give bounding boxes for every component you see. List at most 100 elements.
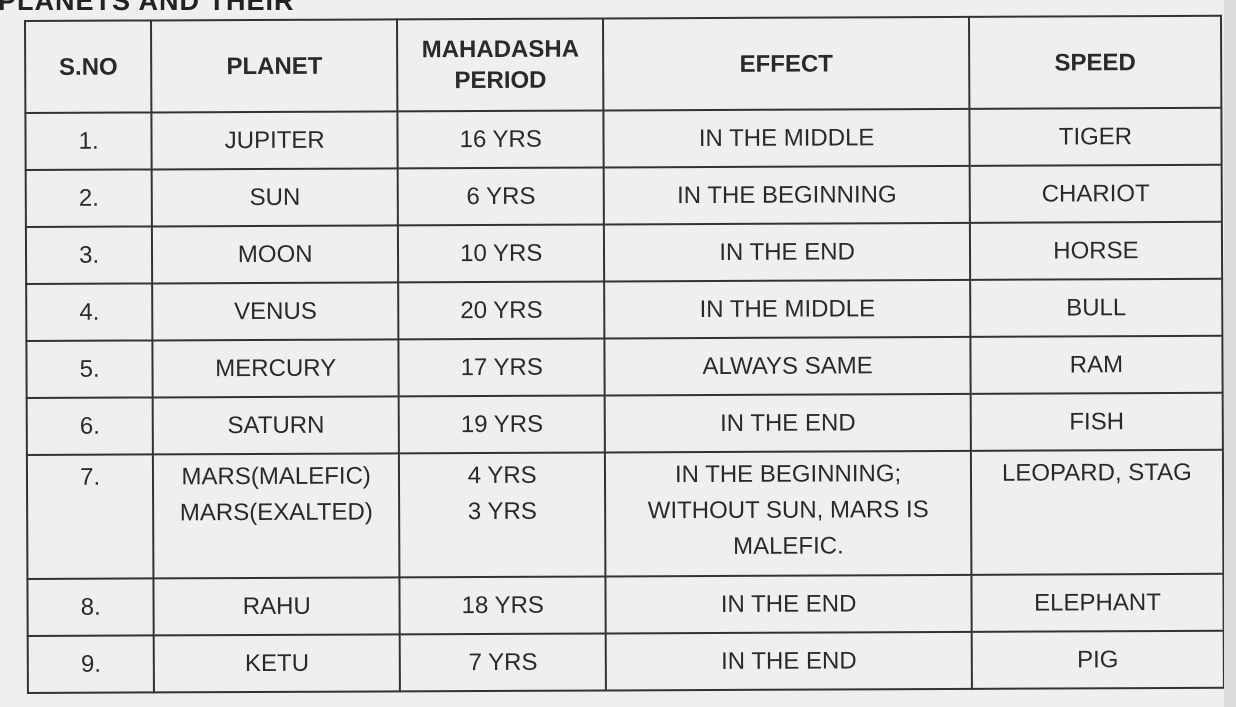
cell-period-text: 4 YRS [467, 461, 537, 490]
cell-speed-text: RAM [1069, 350, 1124, 378]
cell-planet-text: SATURN [227, 411, 325, 439]
cell-period-text: 10 YRS [460, 239, 543, 267]
cell-period: 7 YRS [399, 633, 607, 692]
cell-planet-text: KETU [244, 649, 310, 677]
table-row: 5. MERCURY 17 YRS ALWAYS SAME RAM [26, 335, 1223, 398]
cell-planet-text: SUN [249, 183, 301, 211]
cell-effect-text: IN THE MIDDLE [699, 294, 876, 323]
cell-effect: IN THE MIDDLE [604, 279, 971, 339]
cell-effect-text: IN THE BEGINNING; [674, 460, 902, 489]
cell-effect: IN THE BEGINNING [603, 165, 970, 225]
section-heading: PLANETS AND THEIR [0, 0, 295, 16]
cell-sno: 2. [25, 169, 153, 227]
cell-effect: IN THE MIDDLE [603, 108, 970, 168]
cell-period-text: 18 YRS [461, 591, 544, 619]
cell-speed: CHARIOT [969, 164, 1222, 223]
table-row: 7. MARS(MALEFIC) MARS(EXALTED) 4 YRS 3 YRS IN… [26, 449, 1224, 579]
cell-period: 19 YRS [398, 395, 606, 454]
cell-planet: MARS(MALEFIC) MARS(EXALTED) [153, 453, 400, 579]
header-sno: S.NO [25, 20, 152, 113]
cell-period: 4 YRS 3 YRS [399, 452, 606, 578]
cell-sno: 6. [26, 397, 154, 455]
table-row: 4. VENUS 20 YRS IN THE MIDDLE BULL [26, 278, 1223, 341]
cell-planet-text: RAHU [242, 592, 311, 620]
cell-planet: RAHU [153, 577, 400, 636]
cell-effect-text: MALEFIC. [732, 532, 844, 560]
cell-speed-text: ELEPHANT [1034, 588, 1161, 617]
cell-planet-text: VENUS [234, 297, 317, 325]
header-row: S.NO PLANET MAHADASHA PERIOD EFFECT SPEE… [25, 15, 1222, 113]
cell-effect-text: IN THE BEGINNING [676, 180, 897, 209]
cell-planet-text: JUPITER [224, 126, 325, 154]
cell-planet-text: MARS(EXALTED) [179, 498, 373, 527]
table-row: 6. SATURN 19 YRS IN THE END FISH [26, 392, 1223, 455]
cell-sno-text: 1. [78, 127, 99, 155]
cell-sno: 7. [26, 454, 154, 579]
table-row: 8. RAHU 18 YRS IN THE END ELEPHANT [27, 573, 1224, 636]
page-edge [1224, 0, 1236, 707]
header-planet: PLANET [151, 19, 398, 113]
cell-speed-text: HORSE [1053, 236, 1139, 265]
cell-effect-text: WITHOUT SUN, MARS IS [647, 496, 929, 525]
cell-speed: TIGER [969, 107, 1222, 166]
table-row: 3. MOON 10 YRS IN THE END HORSE [25, 221, 1223, 284]
cell-effect-text: IN THE MIDDLE [698, 123, 875, 152]
cell-planet: MERCURY [152, 339, 399, 398]
cell-sno-text: 6. [79, 412, 100, 440]
planets-table: S.NO PLANET MAHADASHA PERIOD EFFECT SPEE… [24, 15, 1225, 694]
cell-effect: IN THE END [605, 631, 972, 691]
cell-speed: LEOPARD, STAG [970, 449, 1224, 575]
cell-period-text: 19 YRS [460, 410, 544, 438]
header-period: MAHADASHA PERIOD [397, 18, 604, 112]
cell-period: 17 YRS [398, 338, 605, 397]
cell-effect: IN THE END [604, 222, 971, 282]
cell-effect-text: IN THE END [719, 408, 856, 437]
cell-period: 16 YRS [397, 110, 604, 169]
cell-sno-text: 9. [80, 650, 102, 678]
cell-planet-text: MOON [237, 240, 313, 268]
cell-period-text: 3 YRS [467, 497, 537, 526]
cell-planet: SUN [151, 168, 399, 227]
cell-period-text: 7 YRS [468, 648, 538, 676]
cell-planet: SATURN [152, 396, 400, 455]
cell-effect-text: IN THE END [720, 589, 857, 618]
cell-sno-text: 4. [79, 298, 100, 326]
cell-period-text: 20 YRS [460, 296, 543, 324]
cell-sno: 1. [25, 112, 152, 170]
cell-period-text: 16 YRS [459, 125, 542, 153]
cell-sno: 4. [26, 283, 153, 341]
header-speed: SPEED [968, 15, 1222, 109]
cell-speed: PIG [971, 630, 1224, 689]
cell-speed-text: PIG [1076, 645, 1119, 673]
cell-effect-text: IN THE END [719, 237, 855, 266]
cell-sno: 5. [26, 340, 153, 398]
cell-speed-text: LEOPARD, STAG [1001, 458, 1192, 487]
cell-sno: 3. [25, 226, 153, 284]
cell-speed-text: TIGER [1058, 122, 1133, 150]
cell-sno-text: 8. [80, 593, 101, 621]
cell-effect: IN THE END [605, 574, 972, 634]
cell-sno-text: 5. [79, 355, 100, 383]
cell-sno: 8. [27, 578, 154, 636]
cell-speed-text: BULL [1066, 293, 1127, 321]
cell-speed-text: FISH [1069, 407, 1125, 435]
cell-planet: VENUS [152, 282, 399, 341]
cell-speed: BULL [970, 278, 1223, 337]
cell-sno-text: 7. [80, 463, 101, 491]
cell-planet-text: MERCURY [215, 354, 337, 382]
table-row: 2. SUN 6 YRS IN THE BEGINNING CHARIOT [25, 164, 1222, 227]
cell-effect: IN THE END [604, 393, 971, 453]
cell-speed-text: CHARIOT [1041, 179, 1150, 208]
cell-planet: JUPITER [151, 111, 398, 170]
cell-speed: FISH [970, 392, 1223, 451]
cell-planet: KETU [153, 634, 401, 693]
cell-effect-text: ALWAYS SAME [702, 351, 873, 380]
cell-period: 20 YRS [398, 281, 605, 340]
header-effect: EFFECT [603, 16, 970, 111]
cell-sno-text: 2. [78, 184, 99, 212]
cell-planet-text: MARS(MALEFIC) [181, 462, 371, 491]
cell-speed: ELEPHANT [971, 573, 1224, 632]
cell-period-text: 6 YRS [466, 182, 536, 210]
cell-speed: HORSE [969, 221, 1223, 280]
cell-period: 10 YRS [398, 224, 605, 283]
